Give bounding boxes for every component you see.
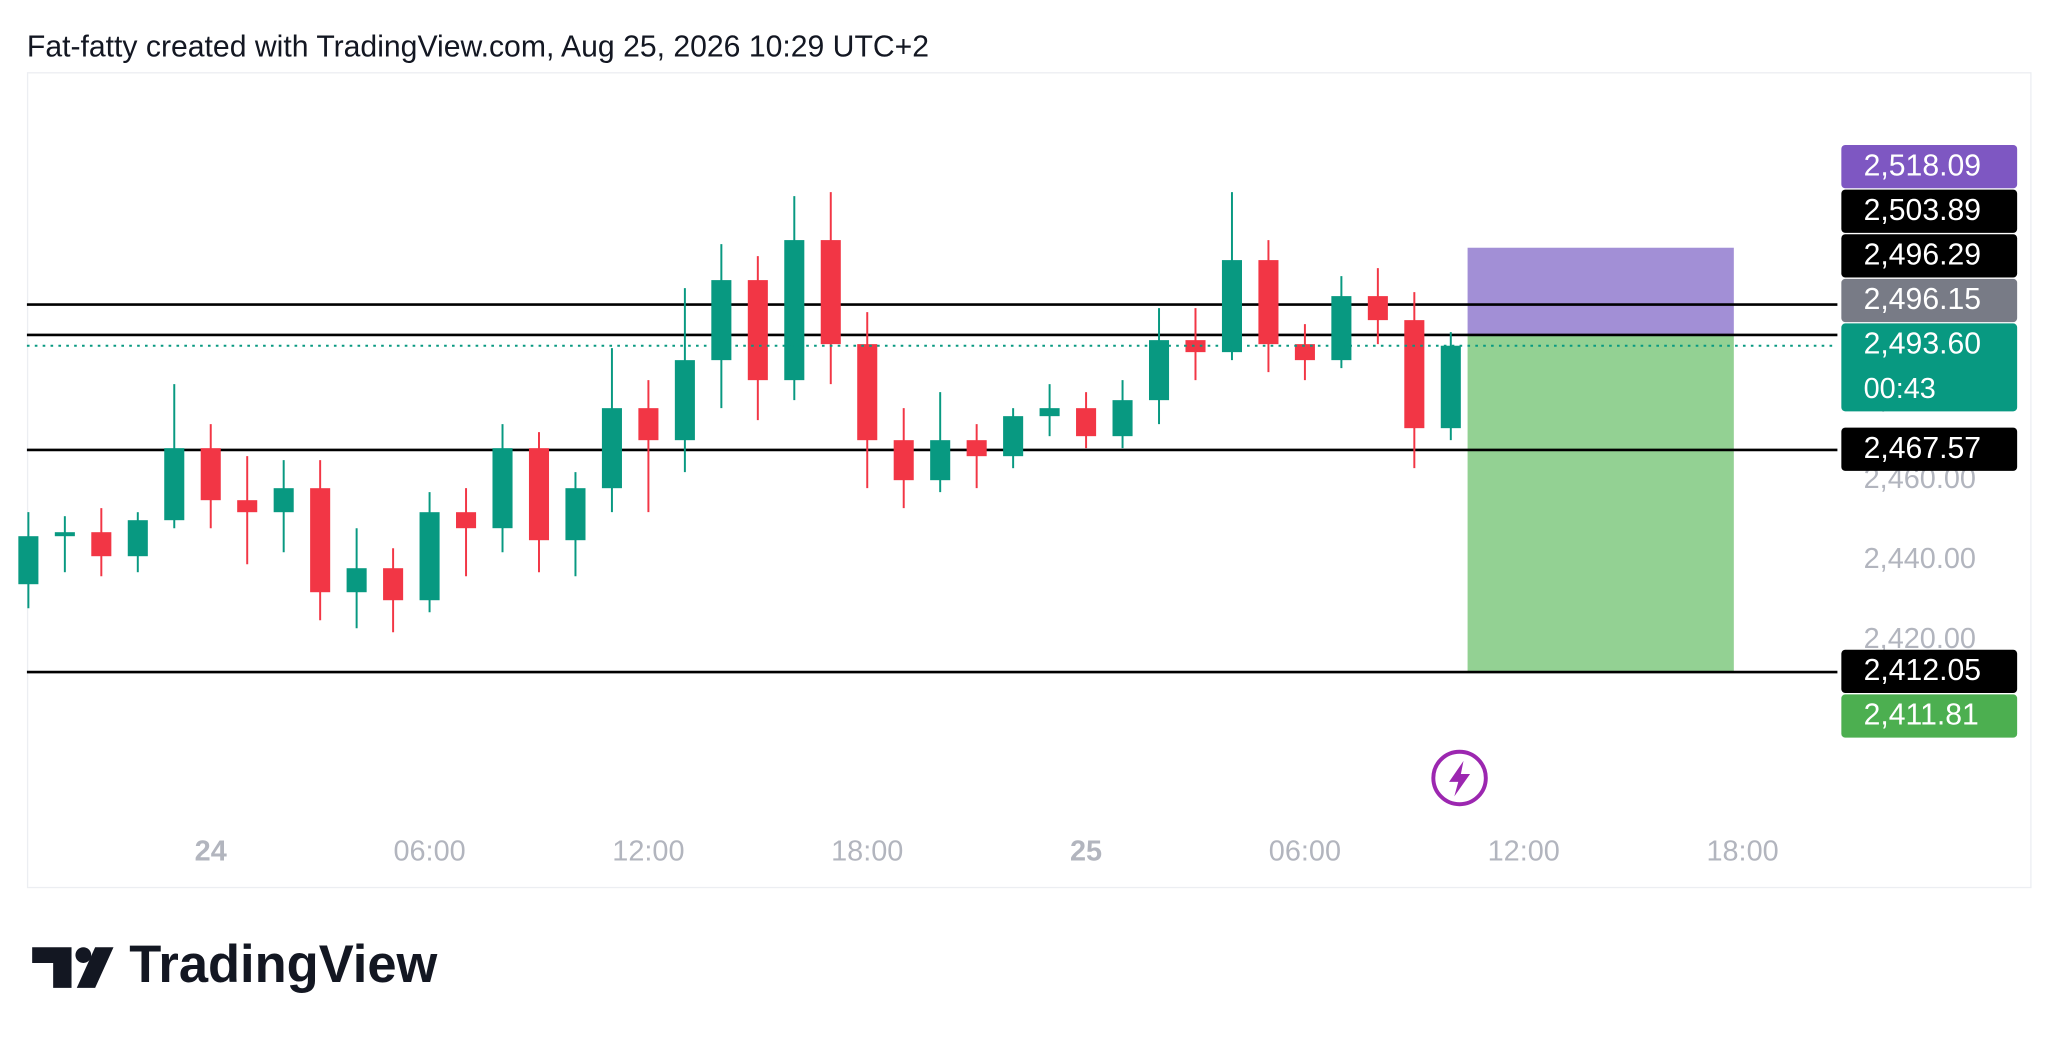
price-badge xyxy=(1841,234,2018,278)
x-tick-label: 25 xyxy=(1070,835,1102,867)
candle-body xyxy=(1367,296,1388,321)
candle-body xyxy=(528,448,550,541)
candle-body xyxy=(1076,408,1097,437)
stop-zone xyxy=(1467,335,1734,674)
candle-body xyxy=(383,568,404,601)
candle-body xyxy=(930,440,951,481)
price-badge-label: 2,412.05 xyxy=(1864,654,1981,687)
price-badge-label: 2,467.57 xyxy=(1864,432,1981,465)
candle-body xyxy=(1003,416,1024,457)
y-tick-label: 2,440.00 xyxy=(1864,543,1976,575)
brand-name: TradingView xyxy=(129,936,437,994)
candle-body xyxy=(601,408,622,489)
candle-body xyxy=(747,280,768,381)
candle-body xyxy=(1258,260,1279,345)
candle-body xyxy=(54,532,75,537)
price-badge-label: 2,411.81 xyxy=(1864,699,1979,732)
price-badge xyxy=(1841,189,2018,233)
x-tick-label: 06:00 xyxy=(1269,835,1341,867)
y-tick-label: 2,420.00 xyxy=(1864,623,1976,655)
candle-body xyxy=(893,440,914,481)
candle-body xyxy=(1221,260,1242,353)
price-badge xyxy=(1841,145,2018,189)
chart-frame xyxy=(26,72,2032,889)
candle-body xyxy=(565,488,586,541)
candle-body xyxy=(200,448,221,501)
x-tick-label: 18:00 xyxy=(1706,835,1778,867)
candle-body xyxy=(456,512,477,529)
price-badge xyxy=(1841,323,2018,412)
x-tick-label: 12:00 xyxy=(1488,835,1560,867)
candle-body xyxy=(273,488,294,513)
candle-body xyxy=(638,408,659,441)
price-badge xyxy=(1841,649,2018,694)
candle-body xyxy=(127,520,148,557)
candle-body xyxy=(419,512,440,601)
candle-body xyxy=(91,532,112,557)
candle-body xyxy=(1294,344,1315,361)
candle-body xyxy=(346,568,367,593)
candle-body xyxy=(1404,320,1425,429)
candle-body xyxy=(164,448,185,521)
candle-body xyxy=(711,280,732,361)
candle-body xyxy=(1185,340,1206,353)
price-badge-label: 2,493.60 xyxy=(1864,328,1981,361)
candle-body xyxy=(1440,345,1461,429)
brand-logo xyxy=(32,947,114,988)
candle-body xyxy=(1331,296,1352,361)
candle-body xyxy=(18,536,39,585)
candle-body xyxy=(820,240,841,345)
chart-title: Fat-fatty created with TradingView.com, … xyxy=(27,31,929,64)
price-badge xyxy=(1841,427,2018,471)
price-badge-label: 2,496.29 xyxy=(1864,238,1981,271)
target-zone xyxy=(1467,247,1734,336)
x-tick-label: 06:00 xyxy=(393,835,465,867)
candle-body xyxy=(237,500,258,513)
candle-body xyxy=(1148,340,1170,401)
candle-body xyxy=(784,240,805,381)
candle-body xyxy=(1112,400,1133,437)
price-badge xyxy=(1841,694,2018,738)
x-tick-label: 12:00 xyxy=(612,835,684,867)
price-badge-label: 2,503.89 xyxy=(1864,194,1981,227)
candle-body xyxy=(1039,408,1060,417)
price-badge-label: 2,496.15 xyxy=(1864,283,1981,316)
price-badge xyxy=(1841,278,2018,323)
x-tick-label: 24 xyxy=(195,835,227,867)
price-badge-label: 2,518.09 xyxy=(1864,149,1981,182)
candle-body xyxy=(674,360,695,441)
candle-body xyxy=(966,440,987,457)
candle-body xyxy=(492,448,513,529)
countdown-label: 00:43 xyxy=(1864,373,1936,405)
lightning-icon xyxy=(1431,749,1488,807)
candle-body xyxy=(310,488,331,593)
candle-body xyxy=(857,344,878,441)
x-tick-label: 18:00 xyxy=(831,835,903,867)
